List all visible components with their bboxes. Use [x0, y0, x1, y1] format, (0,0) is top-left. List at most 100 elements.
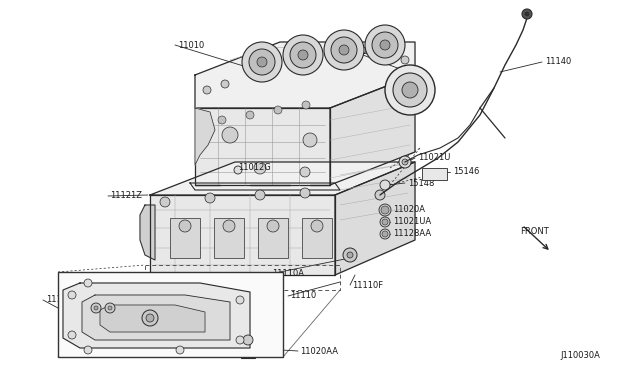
Polygon shape: [63, 283, 250, 348]
Circle shape: [222, 127, 238, 143]
Circle shape: [381, 206, 389, 214]
Circle shape: [385, 65, 435, 115]
Circle shape: [91, 303, 101, 313]
Circle shape: [108, 306, 112, 310]
Text: 11021U: 11021U: [418, 154, 451, 163]
Circle shape: [379, 204, 391, 216]
Circle shape: [205, 193, 215, 203]
Polygon shape: [330, 75, 415, 185]
Text: 11140: 11140: [545, 58, 572, 67]
Circle shape: [255, 190, 265, 200]
Circle shape: [380, 180, 390, 190]
Circle shape: [249, 49, 275, 75]
Circle shape: [243, 335, 253, 345]
Bar: [302, 218, 332, 258]
Text: 11110: 11110: [290, 292, 316, 301]
Circle shape: [375, 190, 385, 200]
Polygon shape: [150, 195, 335, 275]
Bar: [58, 272, 283, 357]
Circle shape: [254, 162, 266, 174]
Polygon shape: [100, 305, 205, 332]
Polygon shape: [190, 183, 340, 190]
Circle shape: [246, 111, 254, 119]
Text: 11012G: 11012G: [238, 164, 271, 173]
Circle shape: [105, 303, 115, 313]
Circle shape: [382, 219, 388, 225]
Circle shape: [142, 310, 158, 326]
Text: 15148: 15148: [408, 179, 435, 187]
Circle shape: [402, 159, 408, 165]
Circle shape: [160, 197, 170, 207]
Circle shape: [298, 50, 308, 60]
Text: J110030A: J110030A: [560, 352, 600, 360]
Polygon shape: [335, 162, 415, 275]
Circle shape: [380, 217, 390, 227]
Circle shape: [234, 166, 242, 174]
Circle shape: [236, 296, 244, 304]
Circle shape: [203, 86, 211, 94]
Circle shape: [311, 220, 323, 232]
Circle shape: [283, 35, 323, 75]
Circle shape: [267, 220, 279, 232]
Polygon shape: [195, 42, 415, 108]
Circle shape: [218, 116, 226, 124]
Circle shape: [84, 279, 92, 287]
Text: 12279: 12279: [358, 48, 385, 57]
Circle shape: [382, 231, 388, 237]
Circle shape: [380, 40, 390, 50]
Circle shape: [347, 252, 353, 258]
Circle shape: [525, 12, 529, 16]
Circle shape: [300, 188, 310, 198]
Polygon shape: [195, 108, 330, 185]
Circle shape: [257, 57, 267, 67]
Polygon shape: [82, 295, 230, 340]
Circle shape: [343, 248, 357, 262]
Text: 15146: 15146: [453, 167, 479, 176]
Circle shape: [84, 346, 92, 354]
Text: 11020AA: 11020AA: [300, 346, 338, 356]
Text: 11128AA: 11128AA: [393, 230, 431, 238]
Polygon shape: [140, 205, 155, 260]
Circle shape: [339, 45, 349, 55]
Polygon shape: [195, 108, 215, 165]
Circle shape: [68, 291, 76, 299]
Circle shape: [179, 220, 191, 232]
Circle shape: [94, 306, 98, 310]
Circle shape: [274, 106, 282, 114]
Circle shape: [324, 30, 364, 70]
Text: 11021UA: 11021UA: [393, 218, 431, 227]
Text: 11128A: 11128A: [91, 331, 123, 340]
Text: 11010: 11010: [178, 41, 204, 49]
Circle shape: [372, 32, 398, 58]
Circle shape: [393, 73, 427, 107]
Text: 11128: 11128: [98, 318, 124, 327]
Circle shape: [399, 156, 411, 168]
Circle shape: [221, 80, 229, 88]
Text: 11121Z: 11121Z: [110, 192, 142, 201]
Text: 11110F: 11110F: [352, 280, 383, 289]
Circle shape: [401, 56, 409, 64]
Circle shape: [302, 101, 310, 109]
Circle shape: [146, 314, 154, 322]
Circle shape: [303, 133, 317, 147]
Circle shape: [380, 229, 390, 239]
Circle shape: [331, 37, 357, 63]
Polygon shape: [150, 162, 415, 195]
Bar: [422, 168, 447, 180]
Bar: [214, 218, 244, 258]
Circle shape: [290, 42, 316, 68]
Bar: [258, 218, 288, 258]
Circle shape: [300, 167, 310, 177]
Circle shape: [365, 25, 405, 65]
Circle shape: [522, 9, 532, 19]
Text: FRONT: FRONT: [520, 227, 548, 235]
Circle shape: [402, 82, 418, 98]
Circle shape: [223, 220, 235, 232]
Text: 11110+A: 11110+A: [46, 295, 85, 305]
Circle shape: [68, 331, 76, 339]
Circle shape: [236, 336, 244, 344]
Text: 11110A: 11110A: [272, 269, 304, 279]
Bar: [170, 218, 200, 258]
Circle shape: [176, 346, 184, 354]
Circle shape: [242, 42, 282, 82]
